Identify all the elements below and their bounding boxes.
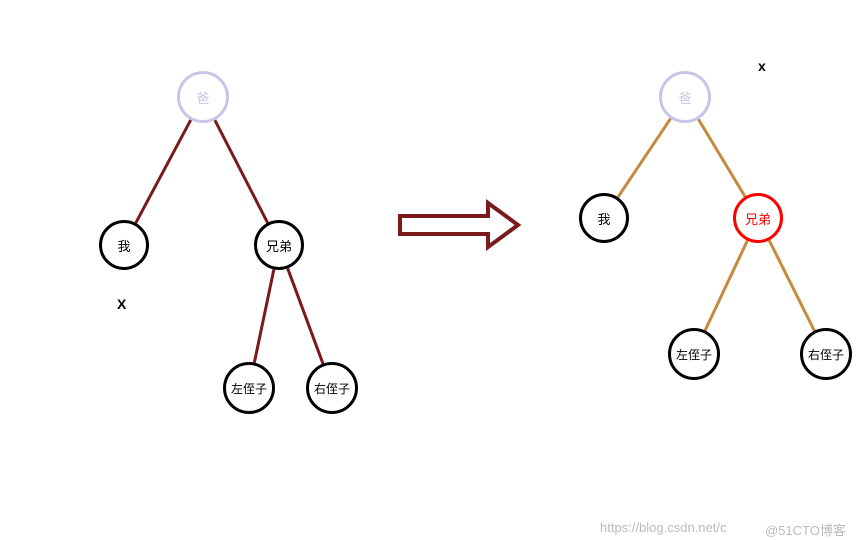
node-label: 兄弟 [745, 209, 771, 228]
node-label: 右侄子 [314, 380, 350, 397]
tree-node-l_me: 我 [99, 220, 149, 270]
tree-node-r_pa: 爸 [659, 71, 711, 123]
tree-node-r_rn: 右侄子 [800, 328, 852, 380]
node-label: 我 [597, 209, 610, 228]
tree-node-l_pa: 爸 [177, 71, 229, 123]
tree-node-l_ln: 左侄子 [223, 362, 275, 414]
tree-node-l_rn: 右侄子 [306, 362, 358, 414]
tree-node-l_bro: 兄弟 [254, 220, 304, 270]
watermark-text-0: https://blog.csdn.net/c [600, 520, 726, 535]
tree-node-r_bro: 兄弟 [733, 193, 783, 243]
node-label: 右侄子 [808, 346, 844, 363]
node-label: 我 [117, 236, 130, 255]
x-marker-rx: x [758, 58, 766, 74]
x-marker-lx: X [117, 296, 126, 312]
node-label: 左侄子 [231, 380, 267, 397]
tree-node-r_me: 我 [579, 193, 629, 243]
watermark-text-1: @51CTO博客 [765, 520, 846, 539]
node-label: 兄弟 [266, 236, 292, 255]
node-label: 爸 [196, 88, 209, 107]
arrow-icon [400, 203, 518, 247]
node-label: 爸 [678, 88, 691, 107]
node-label: 左侄子 [676, 346, 712, 363]
tree-node-r_ln: 左侄子 [668, 328, 720, 380]
